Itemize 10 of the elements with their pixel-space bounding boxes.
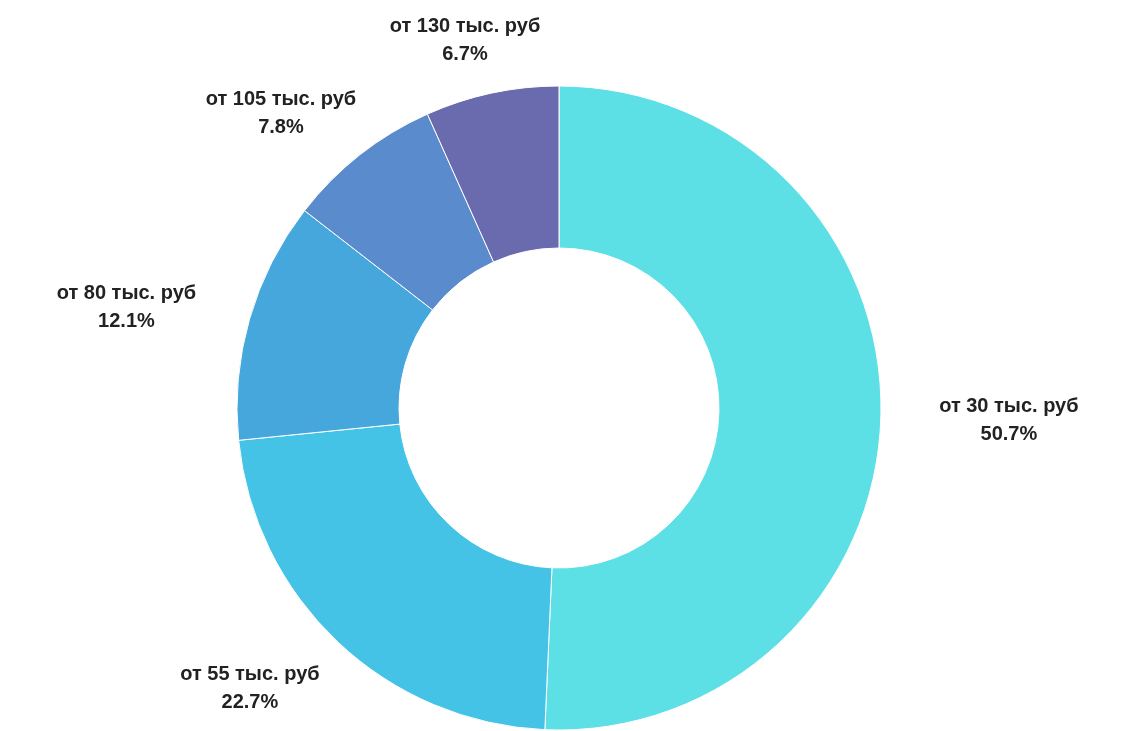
data-label: 7.8%: [258, 115, 304, 138]
slice-label: от 80 тыс. руб: [56, 281, 197, 304]
data-label: 50.7%: [980, 422, 1038, 445]
data-label: 12.1%: [98, 309, 156, 332]
slice-label: от 30 тыс. руб: [939, 394, 1079, 417]
data-label: 6.7%: [442, 42, 488, 65]
slice-label: от 55 тыс. руб: [180, 662, 320, 685]
data-label: 22.7%: [221, 690, 279, 713]
slice-label: от 130 тыс. руб: [389, 14, 541, 37]
slice-label: от 105 тыс. руб: [205, 87, 357, 110]
